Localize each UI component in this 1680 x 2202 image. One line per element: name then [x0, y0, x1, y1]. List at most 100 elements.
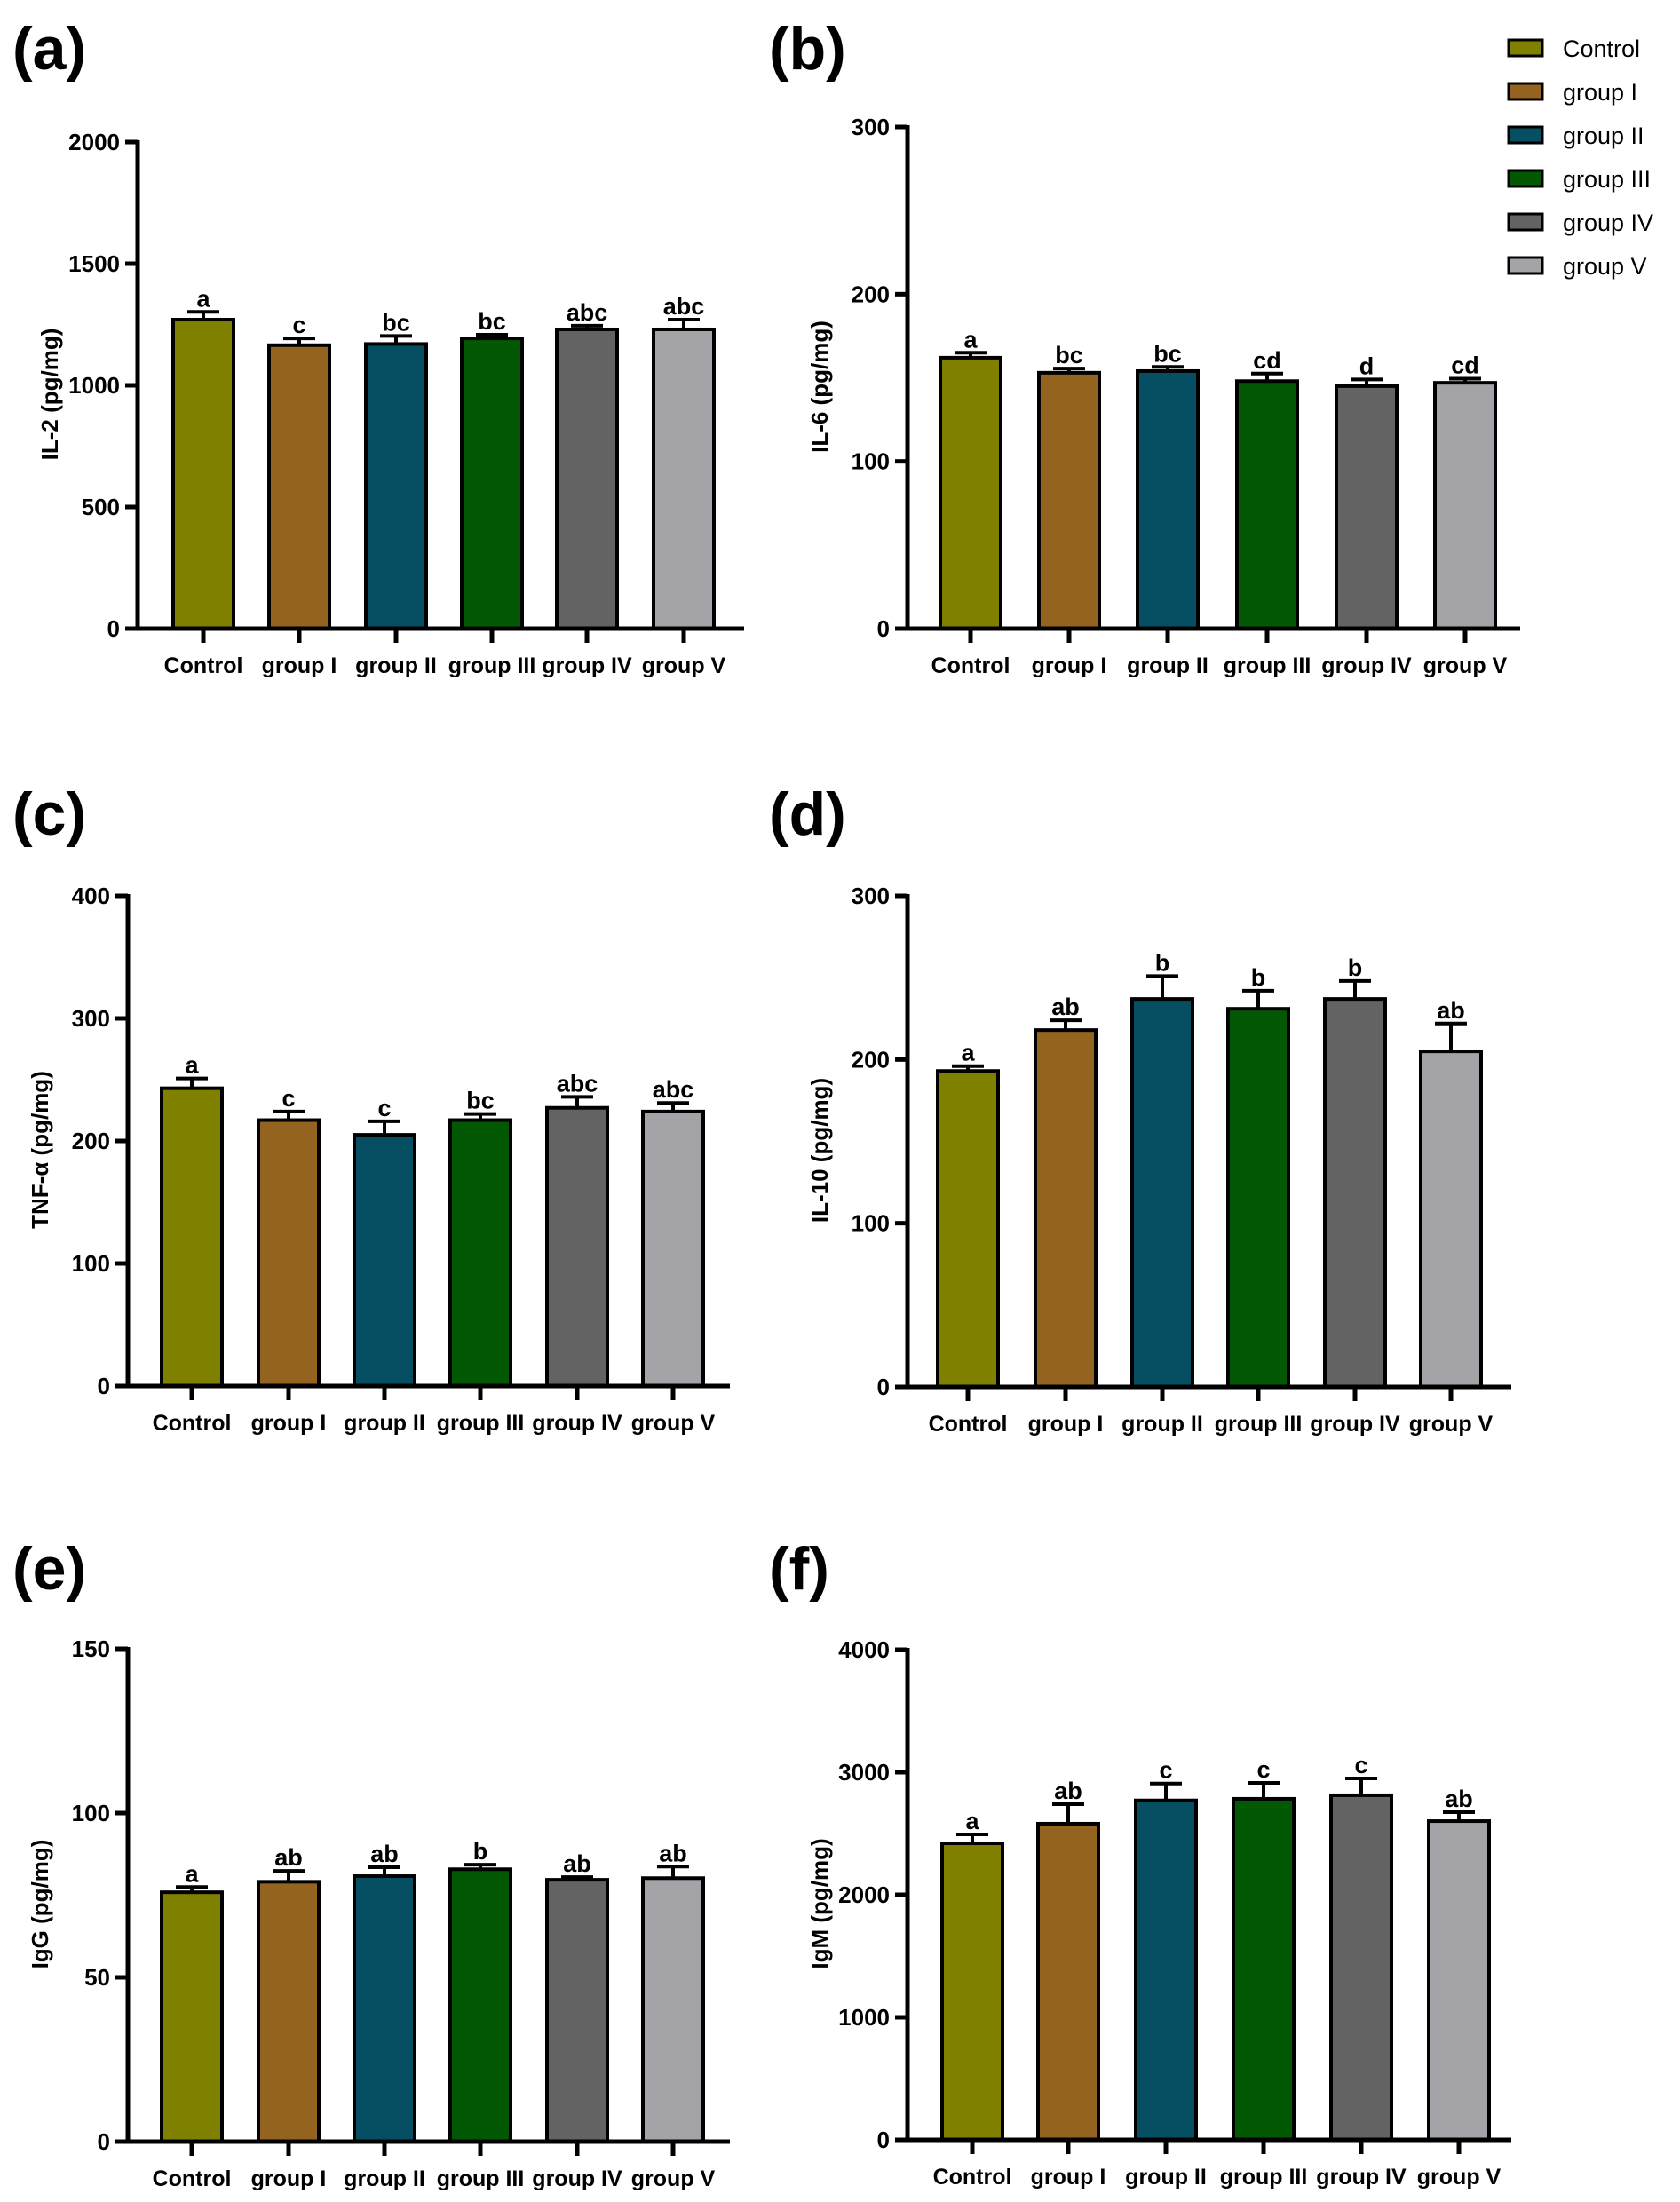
x-tick-label: Control	[929, 1412, 1008, 1437]
bar-group-iii	[1226, 1007, 1290, 1389]
y-tick-label: 50	[84, 1964, 110, 1991]
significance-label: cd	[1451, 352, 1479, 378]
x-tick-label: group V	[1423, 653, 1508, 678]
chart-panel-f: (f) IgM (pg/mg) a ab c c c ab 0 1000 2000 3000 4000 C…	[769, 1535, 1511, 2190]
y-tick-label: 3000	[838, 1759, 890, 1786]
panels: (a)IL-2 (pg/mg)ac bc bc abc abc0500100015002…	[12, 15, 1520, 2191]
x-tick-label: group IV	[532, 2166, 622, 2191]
panel-label: (c)	[12, 780, 86, 848]
x-tick-label: group I	[1032, 653, 1107, 678]
x-tick-label: group III	[437, 2166, 525, 2191]
legend-swatch	[1507, 125, 1544, 145]
significance-label: ab	[370, 1841, 399, 1867]
y-tick-label: 200	[72, 1128, 110, 1154]
bar-group-v	[1427, 1819, 1491, 2142]
bar-control	[939, 355, 1002, 630]
bar-control	[171, 318, 235, 630]
bar-group-i	[257, 1880, 321, 2144]
x-tick-label: Control	[931, 653, 1010, 678]
significance-label: bc	[382, 309, 410, 336]
y-tick-label: 2000	[838, 1881, 890, 1908]
x-tick-label: group II	[355, 653, 437, 678]
x-tick-label: group II	[344, 1411, 425, 1436]
bar-group-v	[641, 1876, 705, 2143]
chart-panel-a: (a) IL-2 (pg/mg) a c bc bc abc abc 0 500 1000 1500 2…	[12, 15, 744, 678]
significance-label: abc	[567, 299, 608, 326]
x-tick-label: group IV	[1316, 2165, 1407, 2190]
panel-label: (b)	[769, 15, 846, 83]
bar-group-iii	[448, 1118, 512, 1389]
y-tick-label: 0	[877, 2127, 890, 2153]
legend-swatch	[1507, 169, 1544, 188]
y-axis-label: IgG (pg/mg)	[27, 1840, 53, 1969]
bar-group-ii	[353, 1874, 416, 2144]
significance-label: b	[1155, 949, 1170, 976]
significance-label: cd	[1253, 347, 1281, 374]
y-tick-label: 100	[852, 1210, 890, 1237]
y-axis-label: IL-2 (pg/mg)	[36, 329, 63, 461]
x-tick-label: group V	[631, 1411, 716, 1436]
x-tick-label: group IV	[542, 653, 632, 678]
y-tick-label: 200	[852, 281, 890, 307]
significance-label: bc	[1153, 340, 1182, 367]
x-tick-label: group I	[251, 1411, 327, 1436]
bar-group-iv	[545, 1878, 609, 2144]
panel-label: (d)	[769, 780, 846, 848]
y-tick-label: 150	[72, 1636, 110, 1662]
significance-label: ab	[563, 1850, 591, 1877]
y-tick-label: 1000	[838, 2004, 890, 2031]
x-tick-label: group II	[1125, 2165, 1207, 2190]
bar-group-i	[257, 1118, 321, 1389]
y-tick-label: 200	[852, 1046, 890, 1073]
bar-group-iv	[545, 1105, 609, 1388]
significance-label: c	[377, 1095, 391, 1121]
significance-label: b	[473, 1838, 488, 1865]
x-tick-label: group II	[1127, 653, 1208, 678]
legend-label: Control	[1563, 36, 1640, 62]
y-tick-label: 100	[72, 1800, 110, 1826]
y-tick-label: 0	[877, 1374, 890, 1400]
y-tick-label: 300	[852, 114, 890, 140]
significance-label: ab	[274, 1844, 303, 1871]
significance-label: abc	[557, 1070, 598, 1097]
y-tick-label: 0	[98, 1373, 110, 1399]
bar-group-v	[652, 327, 716, 630]
x-tick-label: group II	[1121, 1412, 1203, 1437]
x-tick-label: group III	[448, 653, 536, 678]
significance-label: ab	[1054, 1778, 1082, 1804]
y-axis-label: IgM (pg/mg)	[806, 1838, 833, 1968]
legend-swatch	[1507, 212, 1544, 232]
bar-group-iii	[1232, 1796, 1296, 2143]
significance-label: ab	[1445, 1786, 1473, 1812]
x-tick-label: group IV	[532, 1411, 622, 1436]
y-tick-label: 100	[72, 1250, 110, 1277]
y-tick-label: 1500	[68, 250, 120, 277]
x-tick-label: Control	[933, 2165, 1012, 2190]
x-tick-label: group IV	[1321, 653, 1412, 678]
significance-label: abc	[653, 1076, 694, 1103]
chart-panel-e: (e) IgG (pg/mg) a ab ab b ab ab 0 50 100 150 Control…	[12, 1535, 730, 2191]
x-tick-label: group V	[1409, 1412, 1494, 1437]
bar-group-iv	[1329, 1793, 1393, 2142]
y-axis-label: IL-6 (pg/mg)	[806, 321, 833, 453]
significance-label: bc	[478, 308, 506, 335]
significance-label: b	[1348, 954, 1363, 981]
legend-swatch	[1507, 256, 1544, 275]
x-tick-label: group V	[631, 2166, 716, 2191]
chart-panel-c: (c) TNF-α (pg/mg) a c c bc abc abc 0 100 200 300 400…	[12, 780, 730, 1436]
y-tick-label: 4000	[838, 1636, 890, 1663]
significance-label: a	[965, 1808, 979, 1834]
significance-label: a	[185, 1052, 199, 1079]
panel-label: (a)	[12, 15, 86, 83]
y-tick-label: 2000	[68, 129, 120, 155]
legend-label: group III	[1563, 166, 1651, 193]
y-tick-label: 0	[877, 615, 890, 642]
significance-label: a	[185, 1860, 199, 1887]
bar-group-iii	[448, 1867, 512, 2144]
chart-panel-b: (b) IL-6 (pg/mg) a bc bc cd d cd 0 100 200 300 Contr…	[769, 15, 1520, 678]
x-tick-label: Control	[164, 653, 243, 678]
x-tick-label: group III	[437, 1411, 525, 1436]
bar-group-v	[1433, 381, 1497, 630]
y-tick-label: 500	[82, 494, 120, 520]
